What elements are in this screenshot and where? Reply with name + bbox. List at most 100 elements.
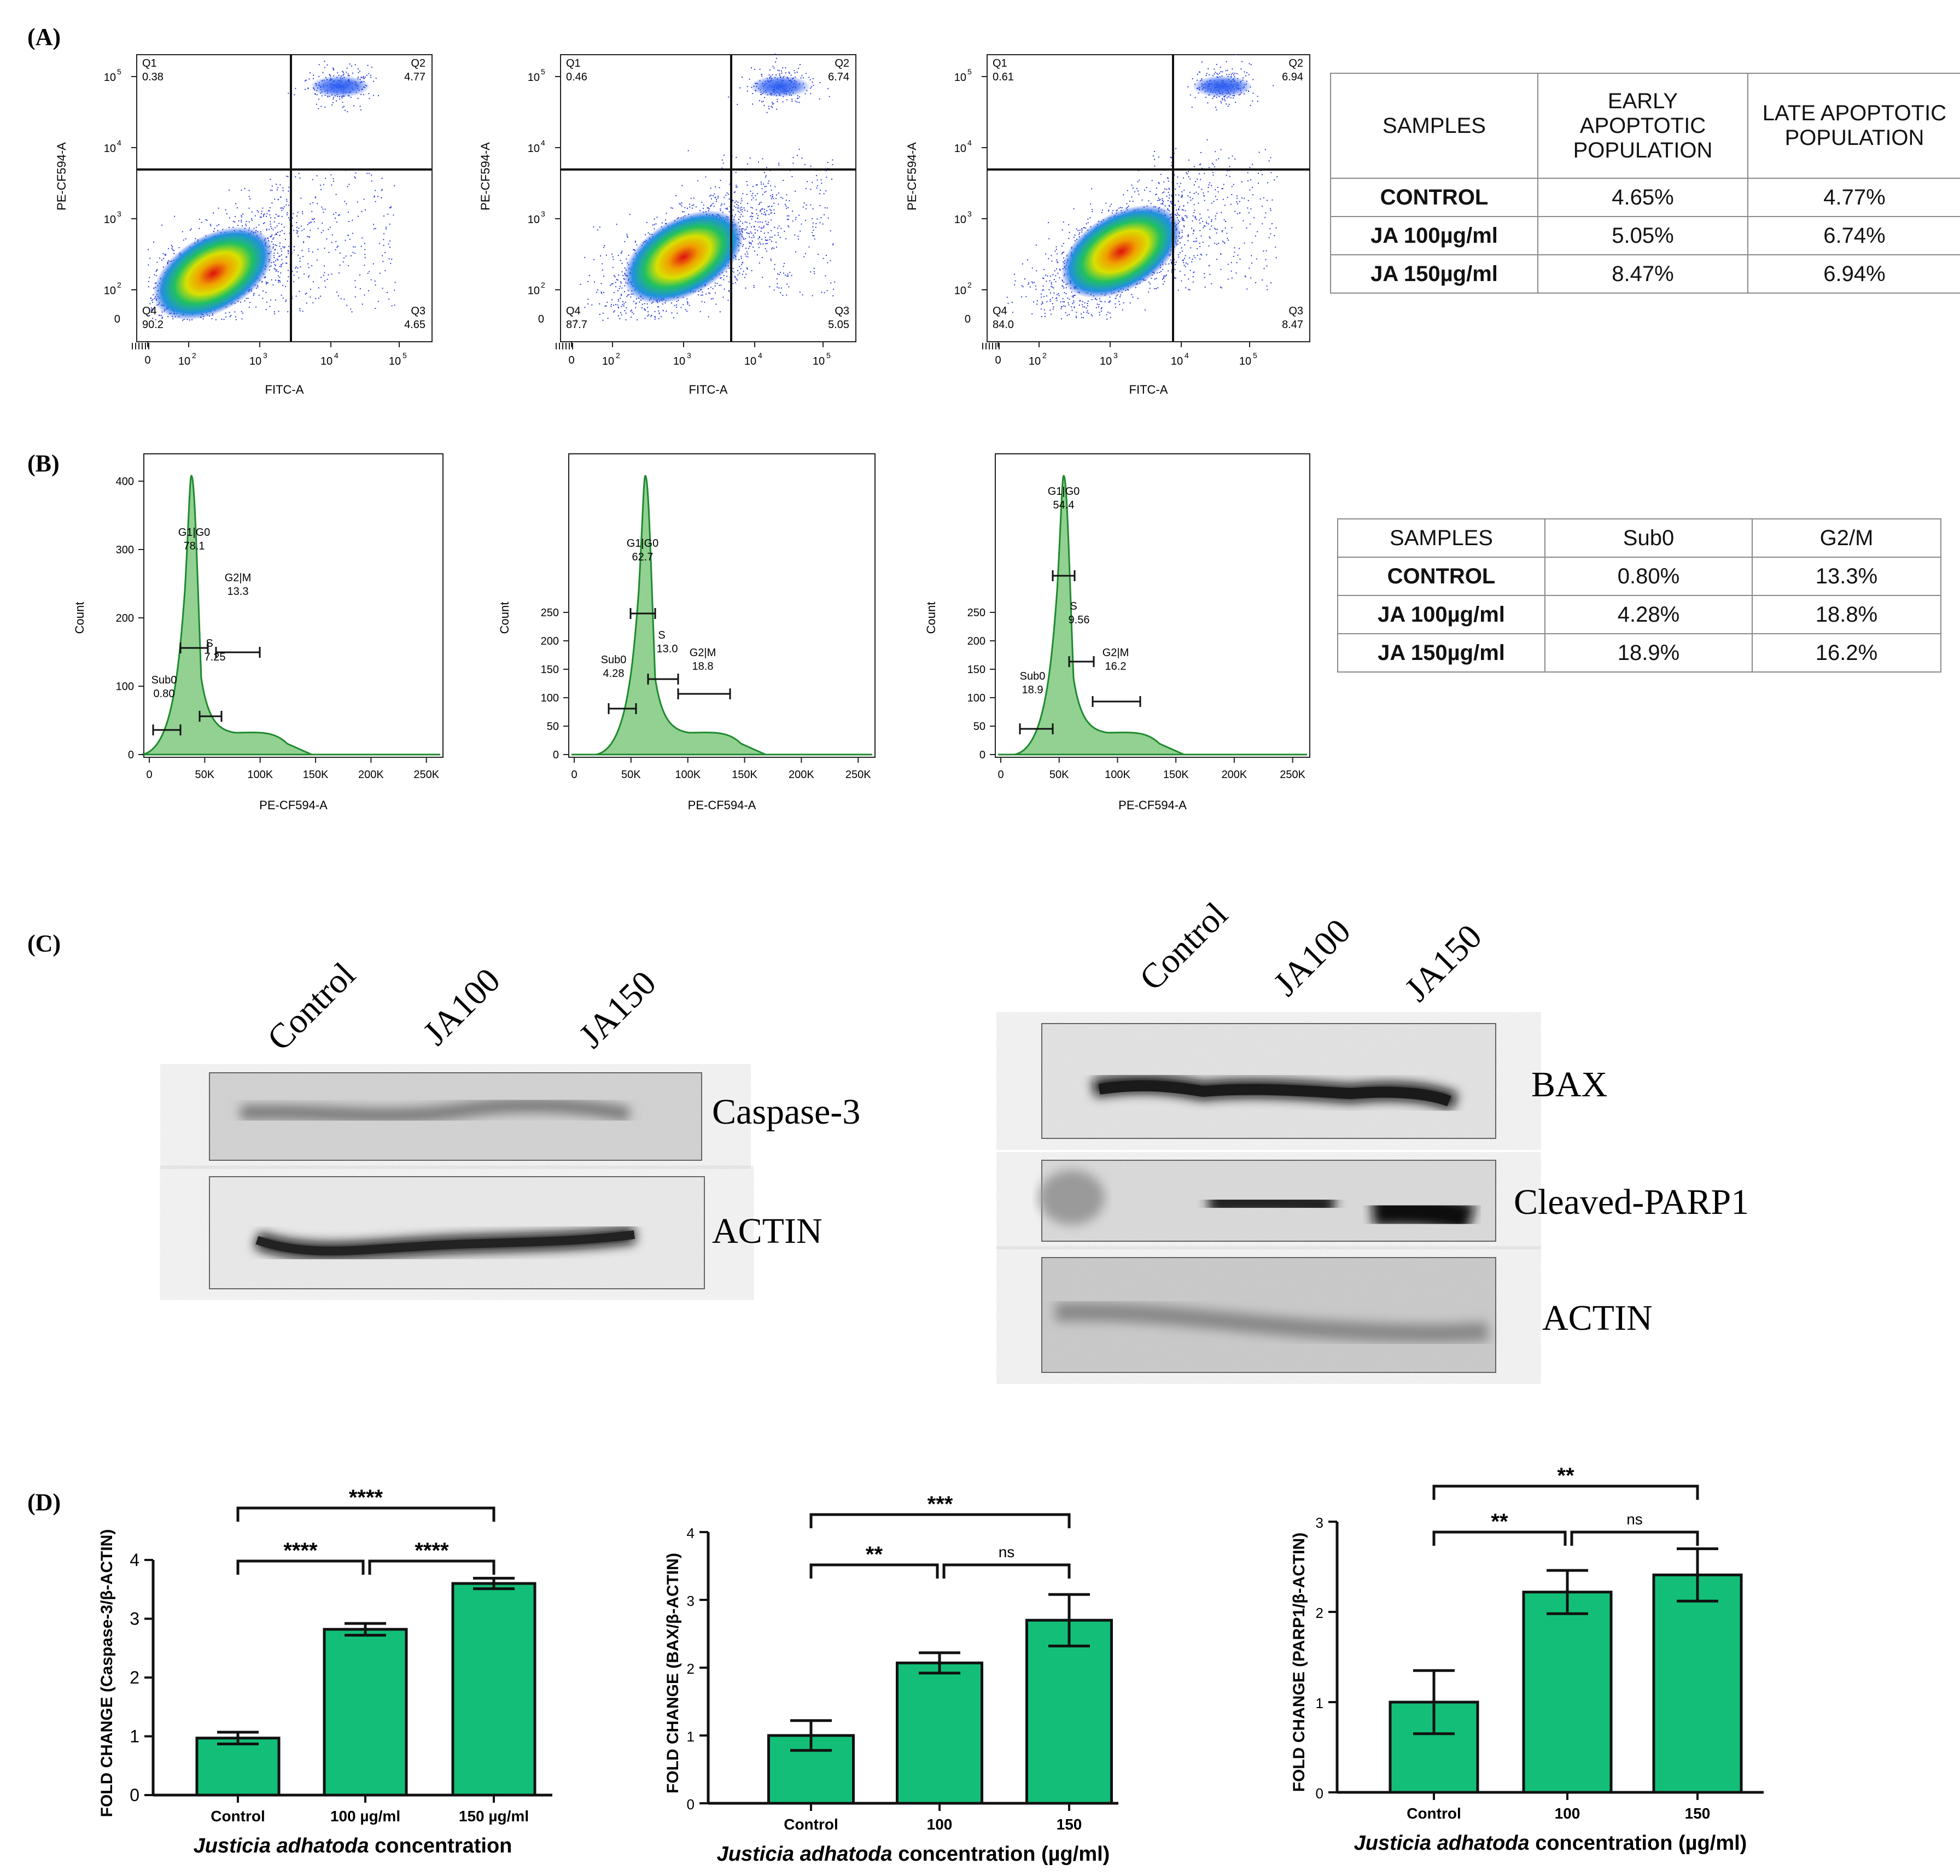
bar-0 bbox=[195, 1737, 281, 1797]
y-tick-label: 4 bbox=[687, 1525, 695, 1541]
y-tick-zero: 0 bbox=[965, 313, 971, 325]
q2-cluster bbox=[1192, 75, 1252, 97]
histogram-fill bbox=[571, 475, 872, 756]
x-tick-label: Control bbox=[1407, 1805, 1461, 1822]
header-sub0: Sub0 bbox=[1544, 518, 1753, 558]
x-axis-label-rest: concentration bbox=[369, 1834, 512, 1857]
y-tick-label: 200 bbox=[541, 635, 559, 647]
q2-label: Q2 bbox=[411, 57, 425, 69]
q3-value: 8.47 bbox=[1282, 319, 1303, 331]
panel-label-b: (B) bbox=[27, 450, 60, 477]
y-tick-exponent: 5 bbox=[541, 67, 545, 76]
q3-label: Q3 bbox=[835, 305, 849, 317]
table-row: JA 150µg/ml 8.47% 6.94% bbox=[1330, 254, 1960, 294]
y-tick-label: 100 bbox=[116, 681, 134, 693]
band-actin-left-core bbox=[255, 1230, 635, 1255]
x-tick-zero: 0 bbox=[144, 354, 150, 366]
y-axis-label: PE-CF594-A bbox=[479, 142, 492, 211]
lane-label-ja150-right: JA150 bbox=[1397, 917, 1489, 1009]
x-tick-label: 100 bbox=[1555, 1805, 1580, 1822]
x-axis-label: Justicia adhatoda concentration (µg/ml) bbox=[1354, 1832, 1747, 1855]
bar-chart-2: 0 1 2 3 4 Control 100 150 ** ns *** Justicia adhato… bbox=[664, 1492, 1118, 1866]
x-tick-label: Control bbox=[784, 1816, 838, 1833]
plot-frame bbox=[987, 54, 1310, 342]
row-g2m: 13.3% bbox=[1752, 557, 1941, 596]
y-tick-label: 0 bbox=[130, 1785, 139, 1805]
y-tick-label: 10 bbox=[104, 143, 116, 155]
row-early: 8.47% bbox=[1537, 254, 1748, 294]
panel-label-d: (D) bbox=[27, 1489, 61, 1516]
gate-label-g1: G1|G0 bbox=[1048, 486, 1080, 498]
y-tick-exponent: 2 bbox=[117, 280, 121, 289]
gate-value-s: 7.25 bbox=[205, 651, 226, 663]
density-core bbox=[623, 210, 744, 304]
y-axis-label: PE-CF594-A bbox=[905, 142, 919, 211]
q3-value: 4.65 bbox=[404, 319, 425, 331]
y-tick-label: 10 bbox=[528, 285, 540, 297]
x-axis-label: FITC-A bbox=[265, 383, 304, 396]
q4-value: 90.2 bbox=[142, 319, 164, 331]
y-tick-label: 400 bbox=[116, 476, 134, 488]
q1-label: Q1 bbox=[142, 57, 157, 69]
y-tick-label: 200 bbox=[116, 612, 134, 624]
x-tick-label: 10 bbox=[320, 355, 332, 367]
lane-label-ja100-right: JA100 bbox=[1266, 911, 1358, 1003]
y-tick-label: 150 bbox=[541, 664, 559, 676]
plot-frame bbox=[568, 453, 876, 758]
x-tick-exponent: 5 bbox=[1253, 351, 1257, 360]
western-blot-right: Control JA100 JA150 BAX Cleaved-PARP1 AC… bbox=[1039, 895, 1749, 1373]
q4-label: Q4 bbox=[993, 305, 1007, 317]
significance-bracket-1 bbox=[368, 1559, 495, 1575]
q1-value: 0.46 bbox=[566, 71, 587, 83]
lane-label-ja100: JA100 bbox=[416, 961, 508, 1053]
band-label-actin-right: ACTIN bbox=[1542, 1298, 1653, 1338]
gate-value-sub0: 18.9 bbox=[1022, 684, 1043, 696]
y-tick-label: 1 bbox=[687, 1728, 695, 1745]
x-tick-label: 200K bbox=[789, 769, 814, 781]
y-axis-label: FOLD CHANGE (BAX/β-ACTIN) bbox=[664, 1553, 682, 1793]
x-axis-label: FITC-A bbox=[689, 383, 728, 396]
gate-value-sub0: 4.28 bbox=[603, 668, 625, 680]
y-tick-label: 300 bbox=[116, 544, 134, 556]
gate-label-g2: G2|M bbox=[690, 647, 716, 659]
x-tick-label: 50K bbox=[195, 769, 215, 781]
y-tick-label: 100 bbox=[967, 692, 985, 704]
row-early: 4.65% bbox=[1537, 178, 1748, 217]
y-tick-exponent: 4 bbox=[541, 138, 545, 147]
band-actin-right bbox=[1055, 1302, 1489, 1343]
x-tick-label: 50K bbox=[621, 769, 641, 781]
bar-chart-1: 0 1 2 3 4 Control 100 µg/ml 150 µg/ml **** **** **… bbox=[98, 1486, 552, 1857]
gate-label-sub0: Sub0 bbox=[1020, 670, 1046, 682]
significance-label-0: **** bbox=[283, 1539, 318, 1563]
x-axis-label-rest: concentration (µg/ml) bbox=[892, 1843, 1110, 1866]
band-label-bax: BAX bbox=[1531, 1065, 1607, 1104]
x-tick-label: 0 bbox=[998, 769, 1004, 781]
band-label-actin-left: ACTIN bbox=[712, 1211, 822, 1251]
x-tick-label: 10 bbox=[1239, 355, 1251, 367]
x-tick-label: 10 bbox=[1100, 355, 1112, 367]
header-early-line1: EARLY bbox=[1607, 89, 1678, 113]
y-tick-label: 200 bbox=[967, 635, 985, 647]
x-tick-label: 10 bbox=[1171, 355, 1183, 367]
x-axis-label-italic: Justicia adhatoda bbox=[194, 1834, 369, 1857]
significance-bracket-2 bbox=[809, 1513, 1071, 1528]
apoptosis-table: SAMPLES EARLY APOPTOTIC POPULATION LATE … bbox=[1330, 73, 1960, 294]
y-tick-exponent: 3 bbox=[541, 209, 545, 218]
q3-value: 5.05 bbox=[828, 319, 849, 331]
y-axis-label: FOLD CHANGE (PARP1/β-ACTIN) bbox=[1290, 1533, 1308, 1792]
significance-label-2: ** bbox=[1557, 1464, 1574, 1488]
q4-label: Q4 bbox=[566, 305, 581, 317]
band-parp1-ja100 bbox=[1208, 1188, 1336, 1219]
x-tick-label: 250K bbox=[845, 769, 871, 781]
y-tick-label: 10 bbox=[954, 214, 966, 226]
y-tick-label: 2 bbox=[687, 1661, 695, 1677]
significance-bracket-2 bbox=[1432, 1485, 1699, 1500]
gate-label-s: S bbox=[1070, 600, 1077, 612]
row-early: 5.05% bbox=[1537, 216, 1748, 255]
q2-value: 6.94 bbox=[1282, 71, 1303, 83]
bar-1 bbox=[323, 1628, 408, 1797]
table-row: CONTROL 0.80% 13.3% bbox=[1337, 557, 1941, 596]
x-tick-label: 0 bbox=[146, 769, 152, 781]
